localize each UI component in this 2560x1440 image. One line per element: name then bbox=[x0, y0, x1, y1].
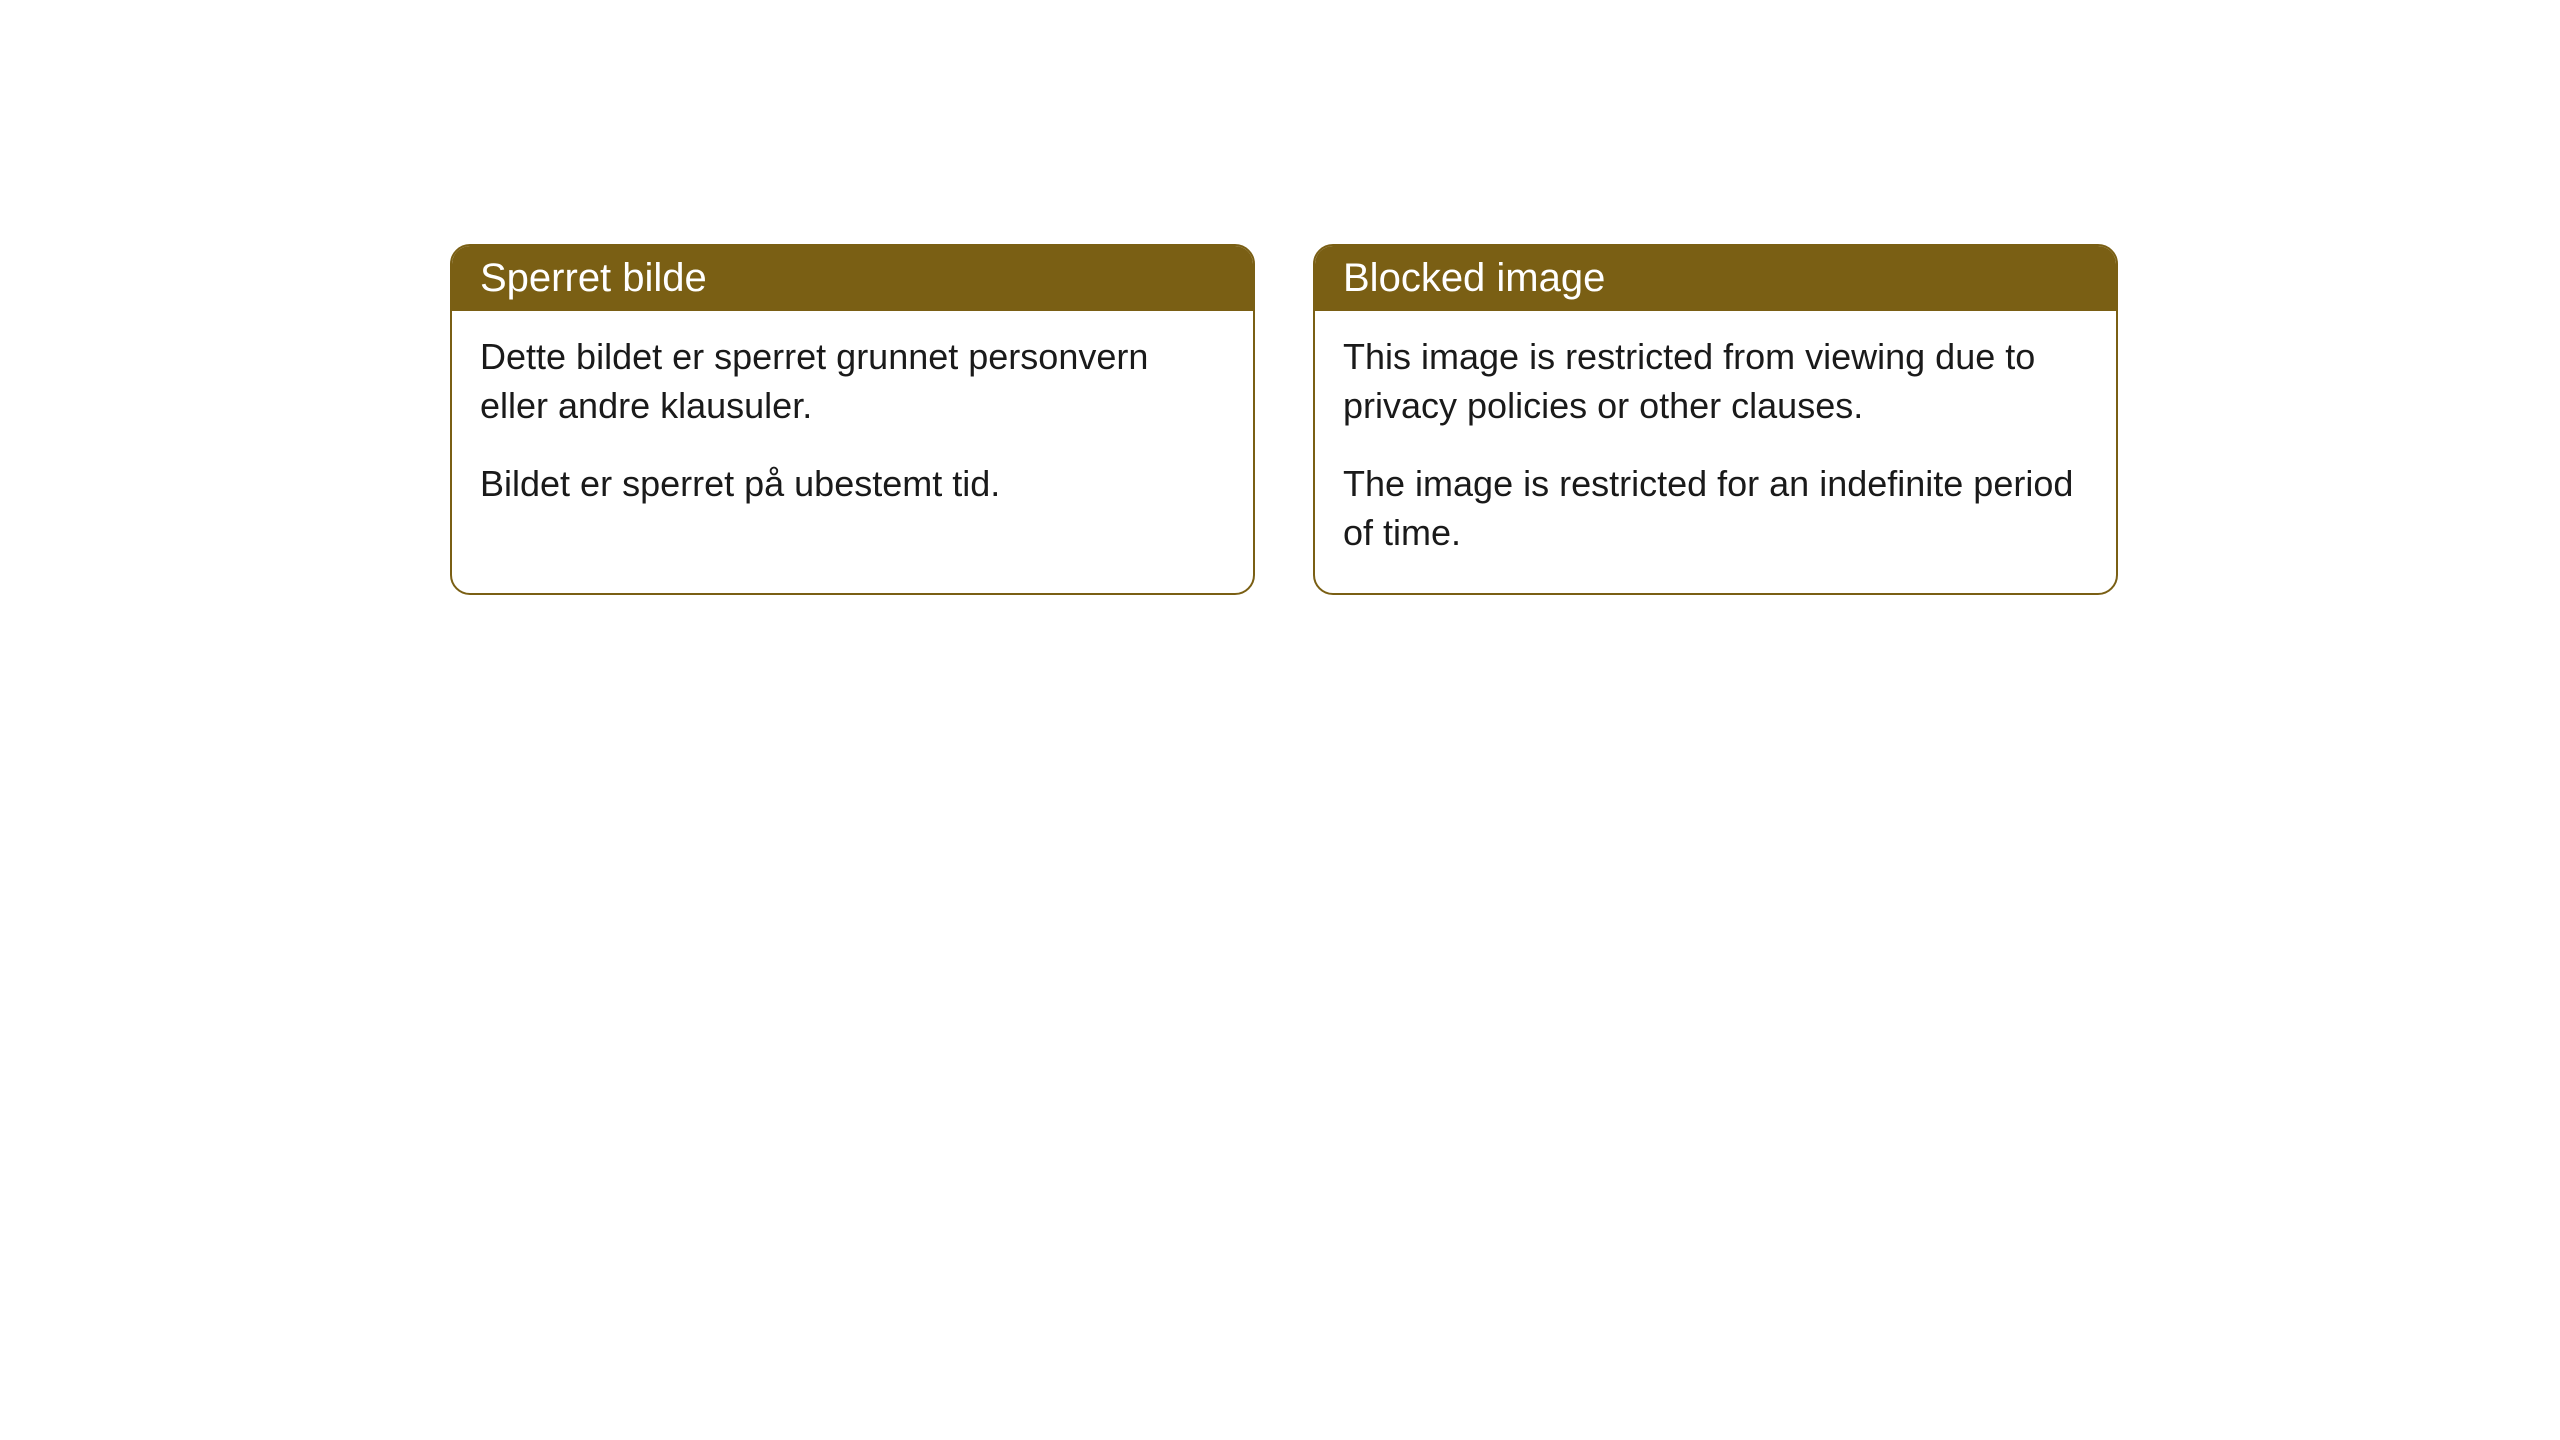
card-paragraph: This image is restricted from viewing du… bbox=[1343, 333, 2088, 430]
card-paragraph: Bildet er sperret på ubestemt tid. bbox=[480, 460, 1225, 509]
card-header: Blocked image bbox=[1315, 246, 2116, 311]
card-paragraph: Dette bildet er sperret grunnet personve… bbox=[480, 333, 1225, 430]
card-title: Sperret bilde bbox=[480, 256, 707, 300]
blocked-image-card-norwegian: Sperret bilde Dette bildet er sperret gr… bbox=[450, 244, 1255, 595]
card-body: Dette bildet er sperret grunnet personve… bbox=[452, 311, 1253, 545]
card-body: This image is restricted from viewing du… bbox=[1315, 311, 2116, 593]
notice-cards-container: Sperret bilde Dette bildet er sperret gr… bbox=[0, 0, 2560, 595]
card-paragraph: The image is restricted for an indefinit… bbox=[1343, 460, 2088, 557]
card-title: Blocked image bbox=[1343, 256, 1605, 300]
card-header: Sperret bilde bbox=[452, 246, 1253, 311]
blocked-image-card-english: Blocked image This image is restricted f… bbox=[1313, 244, 2118, 595]
